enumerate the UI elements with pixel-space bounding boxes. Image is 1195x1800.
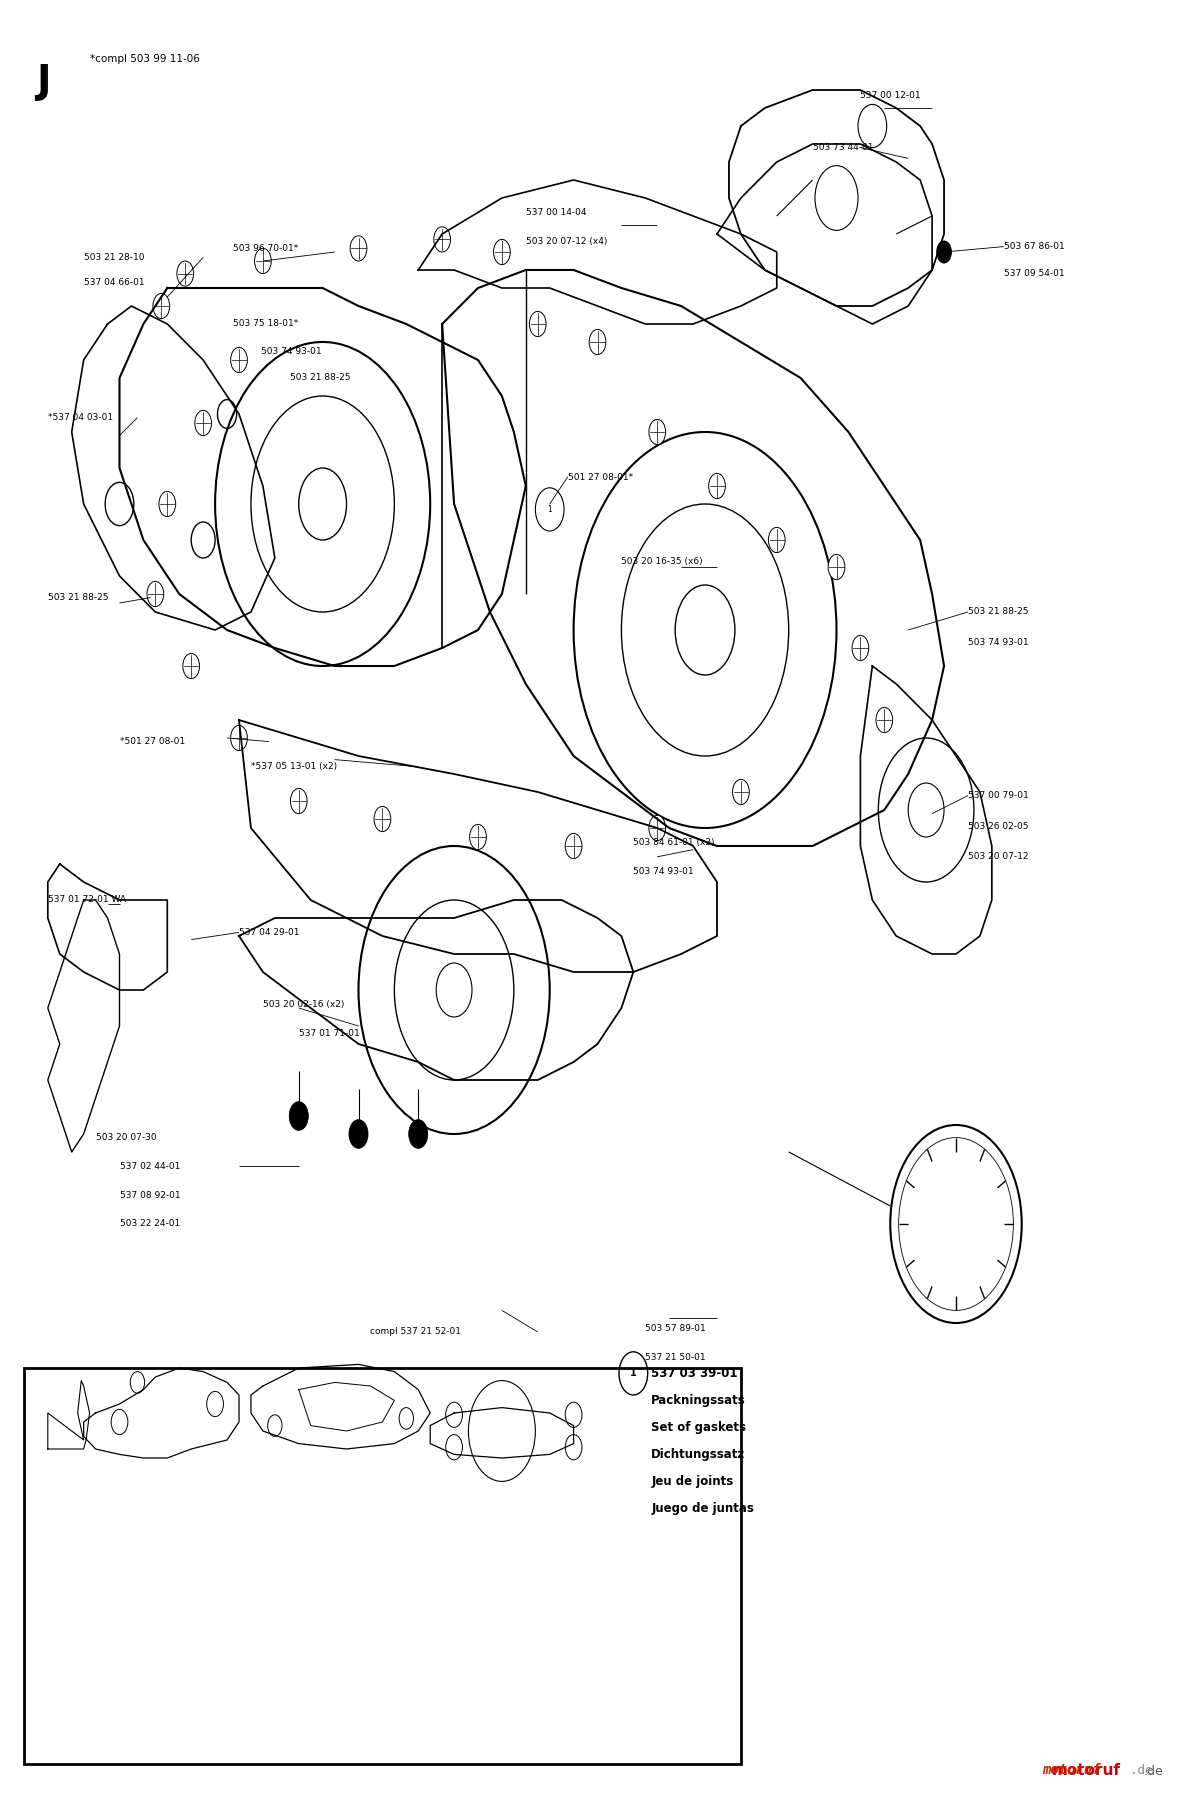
Text: 503 84 61-01 (x2): 503 84 61-01 (x2)	[633, 839, 715, 848]
Text: 503 74 93-01: 503 74 93-01	[261, 346, 321, 356]
Circle shape	[289, 1102, 308, 1130]
Text: 537 01 72-01 WA: 537 01 72-01 WA	[48, 896, 125, 904]
Circle shape	[876, 707, 893, 733]
Text: 503 26 02-05: 503 26 02-05	[968, 821, 1029, 830]
Circle shape	[768, 527, 785, 553]
Circle shape	[828, 554, 845, 580]
Text: Juego de juntas: Juego de juntas	[651, 1501, 754, 1516]
Circle shape	[529, 311, 546, 337]
Text: 503 67 86-01: 503 67 86-01	[1004, 241, 1065, 250]
Text: *537 04 03-01: *537 04 03-01	[48, 412, 112, 421]
Circle shape	[589, 329, 606, 355]
Text: *537 05 13-01 (x2): *537 05 13-01 (x2)	[251, 763, 337, 772]
Text: motoruf: motoruf	[1042, 1762, 1101, 1777]
Circle shape	[494, 239, 510, 265]
Text: 503 20 16-35 (x6): 503 20 16-35 (x6)	[621, 558, 703, 567]
Circle shape	[147, 581, 164, 607]
Text: compl 537 21 52-01: compl 537 21 52-01	[370, 1328, 461, 1336]
Text: 537 21 50-01: 537 21 50-01	[645, 1354, 706, 1361]
Circle shape	[937, 241, 951, 263]
Text: Packningssats: Packningssats	[651, 1393, 746, 1408]
Text: 503 22 24-01: 503 22 24-01	[120, 1220, 179, 1228]
Circle shape	[350, 236, 367, 261]
Circle shape	[177, 261, 194, 286]
Text: .de: .de	[1144, 1766, 1164, 1778]
Circle shape	[231, 347, 247, 373]
Text: 503 20 07-12: 503 20 07-12	[968, 851, 1029, 860]
Circle shape	[159, 491, 176, 517]
Text: 537 00 12-01: 537 00 12-01	[860, 92, 921, 101]
Text: 537 03 39-01: 537 03 39-01	[651, 1366, 737, 1381]
Circle shape	[649, 419, 666, 445]
Circle shape	[183, 653, 200, 679]
Text: motoruf: motoruf	[1052, 1764, 1121, 1778]
Text: *compl 503 99 11-06: *compl 503 99 11-06	[90, 54, 200, 65]
Text: 537 01 71-01: 537 01 71-01	[299, 1030, 360, 1037]
Circle shape	[565, 833, 582, 859]
Circle shape	[231, 725, 247, 751]
Text: Dichtungssatz: Dichtungssatz	[651, 1447, 746, 1462]
Text: 503 74 93-01: 503 74 93-01	[968, 637, 1029, 646]
Text: 503 20 02-16 (x2): 503 20 02-16 (x2)	[263, 1001, 344, 1008]
Text: 503 96 70-01*: 503 96 70-01*	[233, 245, 299, 254]
Text: *501 27 08-01: *501 27 08-01	[120, 738, 184, 747]
Text: 503 21 28-10: 503 21 28-10	[84, 254, 145, 263]
Circle shape	[349, 1120, 368, 1148]
Text: 503 21 88-25: 503 21 88-25	[290, 374, 351, 383]
Circle shape	[255, 248, 271, 274]
Circle shape	[709, 473, 725, 499]
Circle shape	[852, 635, 869, 661]
Text: 537 02 44-01: 537 02 44-01	[120, 1163, 180, 1172]
Text: 503 74 93-01: 503 74 93-01	[633, 866, 694, 875]
Circle shape	[153, 293, 170, 319]
Text: 503 73 44-01: 503 73 44-01	[813, 142, 874, 151]
Text: Jeu de joints: Jeu de joints	[651, 1474, 734, 1489]
Text: 503 20 07-12 (x4): 503 20 07-12 (x4)	[526, 238, 607, 247]
Text: 503 20 07-30: 503 20 07-30	[96, 1134, 157, 1143]
Text: 503 75 18-01*: 503 75 18-01*	[233, 320, 299, 328]
Circle shape	[195, 410, 212, 436]
Text: 537 04 29-01: 537 04 29-01	[239, 929, 300, 936]
Circle shape	[409, 1120, 428, 1148]
Text: J: J	[36, 63, 50, 101]
Text: 503 21 88-25: 503 21 88-25	[968, 608, 1029, 616]
Circle shape	[434, 227, 451, 252]
Text: 537 04 66-01: 537 04 66-01	[84, 279, 145, 288]
Text: 537 00 14-04: 537 00 14-04	[526, 209, 587, 218]
Text: 1: 1	[547, 506, 552, 515]
Circle shape	[649, 815, 666, 841]
Circle shape	[290, 788, 307, 814]
Text: 537 00 79-01: 537 00 79-01	[968, 792, 1029, 799]
Circle shape	[470, 824, 486, 850]
Circle shape	[374, 806, 391, 832]
Text: 537 08 92-01: 537 08 92-01	[120, 1192, 180, 1199]
Text: Set of gaskets: Set of gaskets	[651, 1420, 746, 1435]
Text: 1: 1	[630, 1368, 637, 1379]
Text: 501 27 08-01*: 501 27 08-01*	[568, 472, 632, 481]
Text: 503 57 89-01: 503 57 89-01	[645, 1325, 706, 1332]
Text: 503 21 88-25: 503 21 88-25	[48, 592, 109, 601]
Text: .de: .de	[1130, 1764, 1153, 1777]
Circle shape	[733, 779, 749, 805]
Text: 537 09 54-01: 537 09 54-01	[1004, 270, 1065, 279]
